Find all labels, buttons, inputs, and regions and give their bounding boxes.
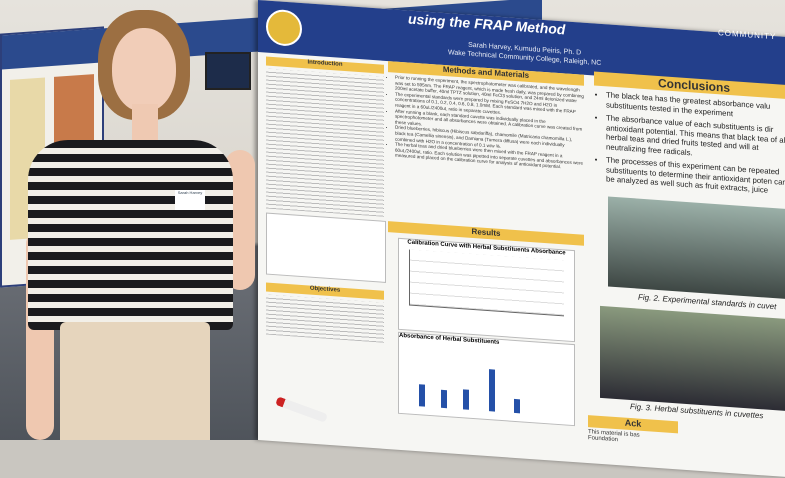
bar bbox=[489, 369, 495, 412]
striped-shirt bbox=[28, 140, 233, 330]
bar bbox=[419, 384, 425, 407]
cuvette-photo bbox=[600, 305, 785, 412]
monitor bbox=[205, 52, 251, 90]
methods-text: Prior to running the experiment, the spe… bbox=[388, 74, 584, 172]
bar bbox=[514, 398, 520, 414]
absorbance-chart: Absorbance of Herbal Substituents bbox=[398, 331, 575, 427]
bar bbox=[441, 389, 447, 409]
name-tag: Sarah Harvey bbox=[175, 190, 205, 210]
scene: {"poster":{"title":"using the FRAP Metho… bbox=[0, 0, 785, 440]
intro-text bbox=[266, 68, 384, 217]
ack-text: This material is bas Foundation bbox=[588, 429, 640, 444]
authors: Sarah Harvey, Kumudu Peiris, Ph. D Wake T… bbox=[448, 39, 601, 68]
neck bbox=[132, 104, 158, 144]
conclusions-text: The black tea has the greatest absorbanc… bbox=[594, 89, 785, 196]
face bbox=[112, 28, 176, 112]
poster: using the FRAP Method COMMUNITY Sarah Ha… bbox=[258, 0, 785, 478]
objectives-text bbox=[266, 294, 384, 343]
plot-area bbox=[409, 249, 564, 317]
bar bbox=[463, 389, 469, 410]
molecule-figure bbox=[266, 212, 386, 283]
cuvette-photo bbox=[608, 196, 785, 300]
skirt bbox=[60, 322, 210, 440]
nsf-logo bbox=[266, 8, 302, 48]
calibration-chart: Calibration Curve with Herbal Substituen… bbox=[398, 237, 575, 343]
